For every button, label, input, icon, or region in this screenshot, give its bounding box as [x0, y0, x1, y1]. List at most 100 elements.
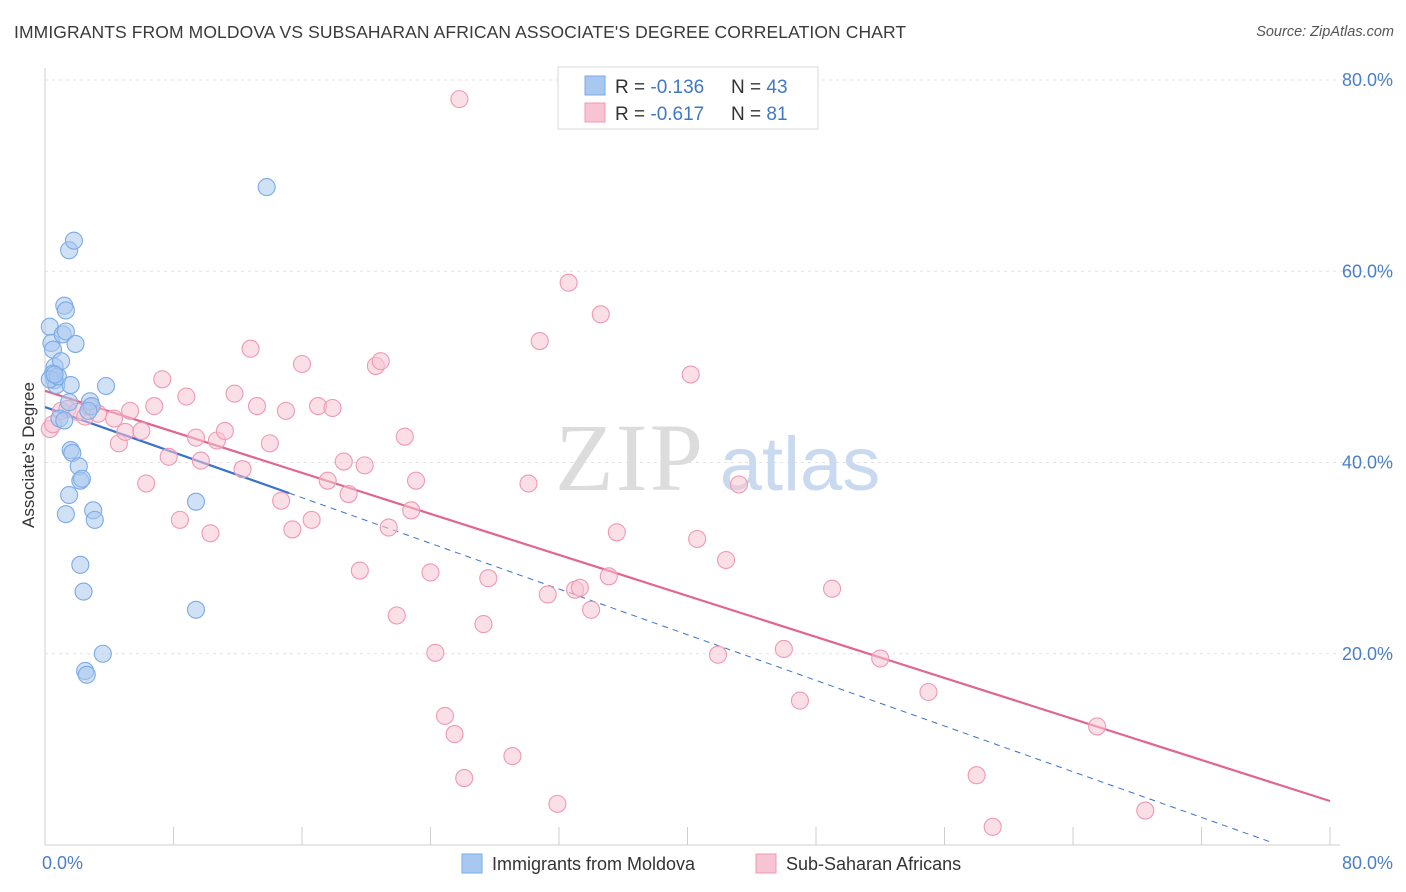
point-series1-19 [186, 428, 206, 447]
point-series1-35 [318, 471, 337, 490]
point-series1-79 [983, 817, 1002, 836]
point-series1-66 [599, 567, 618, 586]
point-series0-18 [60, 393, 79, 412]
point-series0-20 [55, 411, 74, 430]
svg-text:N = 81: N = 81 [731, 104, 788, 125]
point-series0-33 [77, 665, 96, 684]
point-series1-39 [350, 561, 369, 580]
point-series1-59 [538, 585, 557, 604]
point-series1-45 [395, 427, 414, 446]
trend-solid-series1 [44, 389, 1331, 803]
point-series0-11 [56, 322, 75, 341]
point-series1-80 [1136, 801, 1155, 820]
point-series1-26 [241, 339, 260, 358]
point-series0-42 [45, 365, 64, 384]
point-series1-54 [474, 615, 493, 634]
bottom-legend-swatch-subsaharan [755, 853, 777, 874]
legend-n-label-subsaharan: N = [731, 104, 766, 125]
point-series1-48 [421, 563, 440, 582]
chart-title: IMMIGRANTS FROM MOLDOVA VS SUBSAHARAN AF… [14, 22, 907, 42]
point-series0-30 [71, 555, 90, 574]
point-series1-31 [283, 520, 302, 539]
point-series1-72 [729, 475, 748, 494]
data-points [40, 90, 1155, 836]
watermark-zip: ZIP [555, 404, 705, 511]
point-series1-25 [233, 460, 252, 479]
point-series0-39 [186, 492, 206, 511]
y-tick-label-3: 80.0% [1342, 70, 1393, 90]
point-series1-21 [201, 524, 220, 543]
bottom-legend-label-subsaharan: Sub-Saharan Africans [786, 854, 961, 874]
point-series1-51 [445, 725, 464, 744]
point-series0-16 [61, 375, 80, 395]
y-tick-label-1: 40.0% [1342, 453, 1393, 473]
point-series1-61 [559, 273, 578, 292]
point-series1-43 [379, 518, 398, 537]
point-series0-17 [66, 334, 85, 353]
point-series1-8 [105, 409, 124, 428]
point-series1-42 [371, 352, 390, 371]
point-series0-41 [257, 178, 276, 197]
legend-top: R = -0.136 N = 43 R = -0.617 N = 81 [557, 66, 819, 130]
svg-text:R = -0.617: R = -0.617 [615, 104, 704, 125]
point-series0-35 [96, 376, 116, 396]
point-series1-58 [530, 332, 549, 351]
point-series1-29 [272, 491, 291, 510]
point-series0-13 [56, 301, 75, 320]
point-series1-30 [276, 401, 295, 420]
svg-text:N = 43: N = 43 [731, 77, 788, 98]
point-series0-27 [56, 505, 75, 524]
point-series1-28 [260, 434, 279, 453]
point-series0-29 [85, 510, 104, 529]
svg-text:R = -0.136: R = -0.136 [615, 77, 704, 98]
legend-n-value-moldova: 43 [766, 77, 787, 98]
legend-r-value-moldova: -0.136 [650, 77, 704, 98]
legend-r-label-moldova: R = [615, 77, 650, 98]
point-series1-50 [435, 706, 455, 725]
point-series1-76 [871, 649, 890, 668]
point-series0-34 [93, 644, 112, 663]
point-series1-11 [121, 401, 140, 420]
point-series1-12 [132, 421, 151, 440]
point-series1-17 [170, 510, 189, 529]
point-series1-73 [774, 639, 793, 659]
y-tick-label-2: 60.0% [1342, 261, 1393, 281]
trend-dashed-series0 [288, 492, 1274, 844]
point-series1-81 [1088, 717, 1107, 736]
bottom-legend-swatch-moldova [461, 853, 483, 874]
y-axis-label: Associate's Degree [19, 382, 38, 528]
point-series0-15 [64, 231, 83, 250]
point-series1-60 [548, 794, 567, 813]
legend-r-value-subsaharan: -0.617 [650, 104, 704, 125]
point-series1-38 [339, 485, 358, 504]
point-series1-33 [302, 510, 321, 529]
source-credit: Source: ZipAtlas.com [1256, 24, 1394, 40]
point-series0-38 [79, 401, 98, 420]
point-series0-26 [60, 485, 79, 505]
point-series1-78 [967, 766, 986, 785]
point-series1-47 [406, 471, 426, 490]
legend-n-value-subsaharan: 81 [766, 104, 787, 125]
point-series1-70 [708, 645, 728, 664]
point-series0-25 [72, 469, 91, 488]
watermark: ZIP atlas [555, 404, 880, 511]
x-tick-label-0: 0.0% [42, 853, 83, 873]
point-series1-44 [387, 606, 406, 625]
point-series1-36 [323, 398, 342, 418]
point-series1-65 [591, 305, 610, 324]
legend-swatch-subsaharan [584, 102, 606, 123]
point-series1-16 [159, 447, 178, 466]
point-series1-20 [191, 451, 210, 470]
axes: 20.0% 40.0% 60.0% 80.0% 0.0% 80.0% [42, 68, 1393, 873]
point-series0-40 [186, 600, 206, 619]
point-series1-10 [116, 422, 135, 441]
grid-lines [45, 79, 1395, 655]
point-series1-37 [334, 452, 353, 471]
legend-swatch-moldova [584, 75, 606, 96]
point-series1-23 [215, 421, 234, 440]
y-tick-label-0: 20.0% [1342, 644, 1393, 664]
point-series1-49 [426, 643, 445, 662]
point-series1-75 [823, 579, 842, 598]
point-series1-74 [790, 691, 809, 710]
